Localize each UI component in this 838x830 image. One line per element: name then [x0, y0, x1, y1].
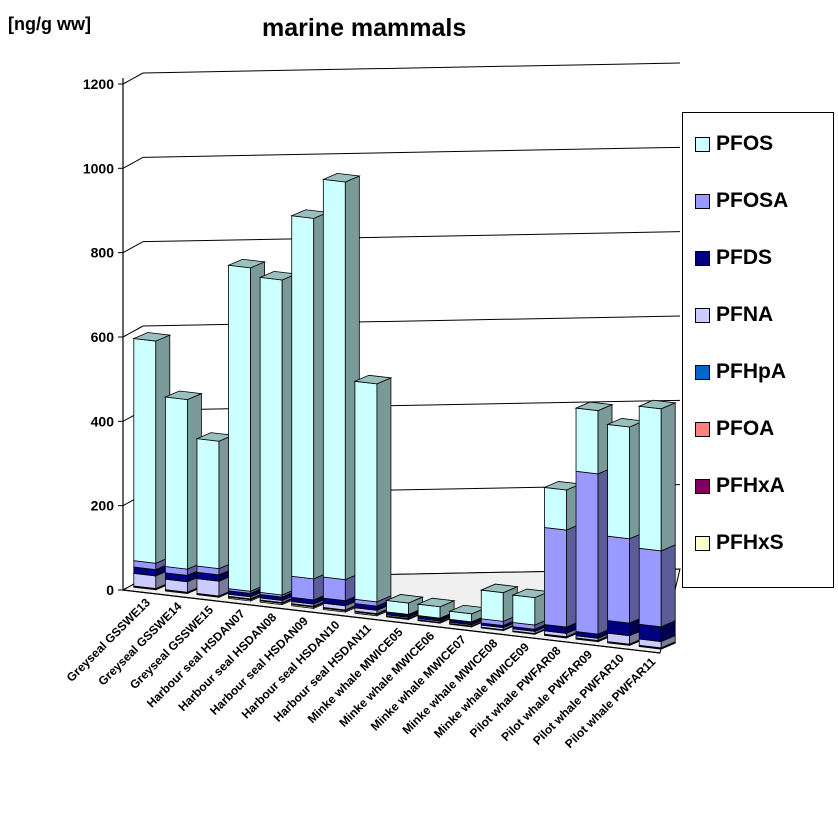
bar-face [291, 575, 315, 601]
bar-segment [544, 523, 581, 628]
y-tick-label: 600 [91, 329, 115, 345]
bar-segment [291, 211, 329, 580]
gridline [142, 315, 681, 327]
legend-item: PFHxS [695, 528, 784, 558]
bars [132, 172, 677, 650]
bar-face [544, 527, 567, 628]
legend-item: PFHxA [695, 471, 785, 501]
legend-item: PFHpA [695, 357, 786, 387]
bar-segment [575, 404, 613, 475]
bar-segment [607, 532, 645, 624]
bar-face [228, 264, 251, 592]
gridline-side [122, 156, 144, 169]
bar-top [574, 401, 614, 412]
y-tick-label: 400 [91, 413, 115, 429]
gridline-side [122, 325, 144, 338]
bar-face [638, 547, 662, 628]
bar-side [660, 402, 676, 552]
bar-segment [228, 261, 265, 592]
bar-segment [607, 420, 645, 540]
bar-top [321, 172, 361, 183]
bar-segment [638, 544, 676, 628]
chart-legend: PFOS PFOSA PFDS PFNA PFHpA PFOA PFHxA PFHxS [682, 112, 834, 588]
bar-segment [259, 273, 297, 596]
legend-swatch [695, 307, 710, 323]
x-axis-line [122, 589, 661, 654]
legend-item: PFDS [695, 243, 772, 273]
bar-top [384, 594, 425, 604]
bar-segment [322, 175, 360, 581]
legend-label: PFOA [716, 417, 775, 440]
legend-label: PFHxA [716, 474, 785, 497]
bar-face [196, 438, 220, 570]
bar-face [322, 178, 346, 581]
bar-top [353, 374, 393, 385]
legend-swatch [695, 136, 710, 152]
bar-face [638, 405, 662, 552]
bar-segment [196, 434, 234, 570]
bar-face [164, 396, 188, 570]
bar-top [479, 583, 519, 594]
bar-top [227, 258, 267, 269]
bar-segment [133, 334, 171, 564]
bar-segment [164, 392, 202, 570]
bar-segment [354, 377, 392, 603]
bar-face [480, 589, 504, 622]
legend-label: PFDS [716, 246, 773, 269]
bar-face [291, 215, 315, 580]
y-tick-label: 1200 [83, 76, 114, 92]
chart-title: marine mammals [262, 14, 467, 42]
bar-segment [544, 483, 581, 531]
bar-face [259, 276, 283, 596]
bar-segment [638, 620, 676, 643]
legend-swatch [695, 364, 710, 380]
bar-top [163, 390, 203, 400]
y-tick-label: 200 [91, 498, 115, 514]
legend-swatch [695, 535, 710, 551]
legend-swatch [695, 478, 710, 494]
bar-face [544, 486, 567, 531]
gridline [142, 146, 681, 158]
bar-face [607, 423, 631, 540]
legend-label: PFHxS [716, 531, 784, 554]
y-tick-label: 1000 [83, 160, 114, 176]
legend-label: PFOS [716, 132, 774, 155]
bar-face [322, 576, 346, 602]
bar-segment [638, 402, 676, 552]
gridline-side [122, 72, 144, 85]
y-tick-label: 0 [106, 582, 114, 598]
bar-top [132, 332, 172, 342]
legend-item: PFNA [695, 300, 773, 330]
legend-item: PFOA [695, 414, 774, 444]
gridline [142, 231, 681, 243]
bar-face [133, 338, 157, 564]
bar-face [354, 380, 378, 603]
legend-swatch [695, 421, 710, 437]
legend-swatch [695, 193, 710, 209]
y-axis-label: [ng/g ww] [8, 14, 91, 34]
bar-face [196, 578, 220, 597]
bar-face [575, 470, 599, 635]
legend-label: PFHpA [716, 360, 786, 383]
y-tick-label: 800 [91, 245, 115, 261]
gridline [142, 62, 681, 74]
gridline-side [122, 241, 144, 254]
bar-face [607, 535, 631, 624]
bar-side [660, 544, 676, 628]
legend-label: PFNA [716, 303, 774, 326]
legend-label: PFOSA [716, 189, 789, 212]
bar-side [376, 377, 392, 603]
legend-item: PFOS [695, 129, 773, 159]
bar-segment [575, 467, 613, 635]
bar-top [637, 399, 677, 410]
bar-top [416, 597, 456, 608]
legend-item: PFOSA [695, 186, 788, 216]
legend-swatch [695, 250, 710, 266]
bar-face [512, 594, 536, 626]
bar-face [575, 407, 599, 475]
bar-face [638, 623, 662, 643]
